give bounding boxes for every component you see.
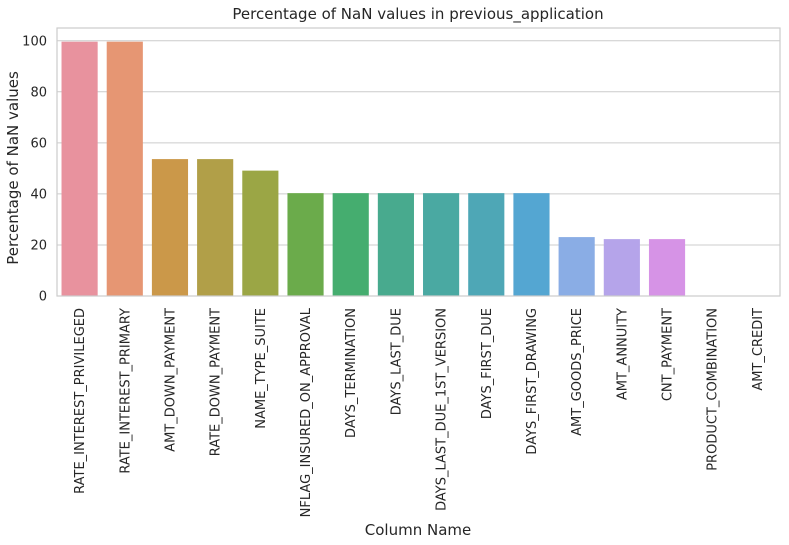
x-tick-label: DAYS_TERMINATION [344, 308, 359, 438]
chart-title: Percentage of NaN values in previous_app… [232, 5, 603, 24]
y-tick-label: 0 [39, 290, 47, 305]
bar-amt-goods-price [558, 237, 595, 296]
y-axis-label: Percentage of NaN values [4, 71, 22, 265]
bar-days-first-drawing [513, 193, 550, 296]
bar-nflag-insured-on-approval [287, 193, 324, 296]
y-tick-label: 20 [30, 238, 47, 253]
bar-rate-down-payment [197, 159, 234, 296]
bar-days-termination [332, 193, 369, 296]
y-tick-label: 100 [22, 34, 47, 49]
x-tick-label: AMT_DOWN_PAYMENT [163, 308, 178, 452]
bar-days-last-due [377, 193, 414, 296]
x-tick-label: NFLAG_INSURED_ON_APPROVAL [299, 307, 314, 517]
x-tick-label: AMT_CREDIT [751, 308, 766, 391]
x-tick-label: RATE_INTEREST_PRIMARY [118, 308, 133, 474]
x-tick-label: CNT_PAYMENT [661, 308, 676, 401]
x-tick-label: DAYS_LAST_DUE_1ST_VERSION [435, 308, 450, 511]
bar-days-first-due [468, 193, 505, 296]
bar-name-type-suite [242, 170, 279, 296]
x-axis-label: Column Name [365, 521, 471, 539]
x-tick-label: AMT_ANNUITY [615, 308, 630, 400]
x-tick-label: DAYS_LAST_DUE [389, 308, 404, 415]
y-tick-label: 60 [30, 136, 47, 151]
x-tick-labels: RATE_INTEREST_PRIVILEGED RATE_INTEREST_PR… [73, 307, 766, 517]
x-tick-label: RATE_DOWN_PAYMENT [209, 308, 224, 456]
bar-rate-interest-primary [106, 41, 143, 297]
x-tick-label: RATE_INTEREST_PRIVILEGED [73, 308, 88, 494]
x-tick-label: AMT_GOODS_PRICE [570, 308, 585, 436]
plot-frame [56, 27, 781, 297]
x-tick-label: DAYS_FIRST_DUE [480, 308, 495, 419]
x-tick-label: DAYS_FIRST_DRAWING [525, 308, 540, 455]
x-tick-label: PRODUCT_COMBINATION [706, 308, 721, 471]
x-tick-label: NAME_TYPE_SUITE [254, 308, 269, 429]
bar-rate-interest-privileged [61, 41, 98, 297]
bar-amt-down-payment [151, 159, 189, 296]
bar-amt-annuity [603, 239, 640, 296]
bar-days-last-due-1st-version [423, 193, 460, 296]
y-tick-label: 80 [30, 85, 47, 100]
bar-cnt-payment [648, 239, 686, 296]
y-tick-label: 40 [30, 187, 47, 202]
bars [61, 41, 776, 297]
y-tick-labels: 0 20 40 60 80 100 [22, 34, 47, 304]
